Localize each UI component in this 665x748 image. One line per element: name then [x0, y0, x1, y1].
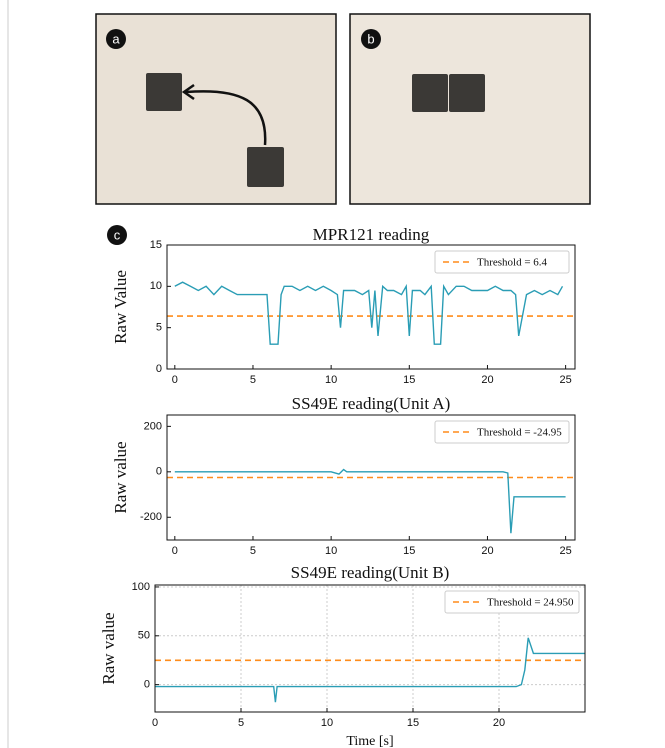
panel-label: b — [367, 31, 374, 46]
data-line — [174, 468, 566, 534]
x-tick-label: 25 — [559, 545, 571, 557]
data-line — [174, 281, 564, 345]
x-tick-label: 0 — [152, 717, 158, 729]
chart-title: SS49E reading(Unit A) — [292, 394, 451, 413]
x-tick-label: 20 — [481, 374, 493, 386]
data-line — [155, 637, 585, 703]
legend-box — [444, 590, 580, 614]
photo-b: b — [349, 13, 591, 205]
legend-box — [434, 420, 570, 444]
photo-a: a — [95, 13, 337, 205]
y-axis-label: Raw value — [99, 612, 118, 684]
panel-label: c — [114, 227, 121, 242]
x-tick-label: 15 — [403, 545, 415, 557]
y-tick-label: 15 — [150, 239, 162, 251]
panel-label: a — [112, 31, 120, 46]
y-tick-label: 0 — [144, 679, 150, 691]
y-tick-label: 200 — [144, 420, 162, 432]
x-tick-label: 15 — [407, 717, 419, 729]
x-tick-label: 20 — [493, 717, 505, 729]
y-tick-label: 100 — [132, 581, 150, 593]
x-tick-label: 10 — [325, 374, 337, 386]
plot-frame — [166, 244, 576, 370]
plot-frame — [154, 584, 586, 713]
x-tick-label: 5 — [238, 717, 244, 729]
x-tick-label: 15 — [403, 374, 415, 386]
y-tick-label: -200 — [140, 511, 162, 523]
y-tick-label: 0 — [156, 363, 162, 375]
x-tick-label: 5 — [250, 374, 256, 386]
legend-box — [434, 250, 570, 274]
y-axis-label: Raw value — [111, 441, 130, 513]
panel-badge — [107, 225, 127, 245]
x-tick-label: 10 — [325, 545, 337, 557]
x-axis-label: Time [s] — [346, 734, 393, 748]
legend-label: Threshold = 6.4 — [477, 257, 548, 269]
x-tick-label: 20 — [481, 545, 493, 557]
y-axis-label: Raw Value — [111, 270, 130, 344]
x-tick-label: 5 — [250, 545, 256, 557]
x-tick-label: 10 — [321, 717, 333, 729]
x-tick-label: 0 — [172, 374, 178, 386]
legend-label: Threshold = 24.950 — [487, 597, 574, 609]
y-tick-label: 10 — [150, 280, 162, 292]
y-tick-label: 5 — [156, 322, 162, 334]
x-tick-label: 0 — [172, 545, 178, 557]
chart-title: MPR121 reading — [313, 225, 430, 244]
y-tick-label: 50 — [138, 630, 150, 642]
chart-title: SS49E reading(Unit B) — [291, 563, 450, 582]
x-tick-label: 25 — [559, 374, 571, 386]
y-tick-label: 0 — [156, 466, 162, 478]
legend-label: Threshold = -24.95 — [477, 427, 562, 439]
plot-frame — [166, 414, 576, 541]
